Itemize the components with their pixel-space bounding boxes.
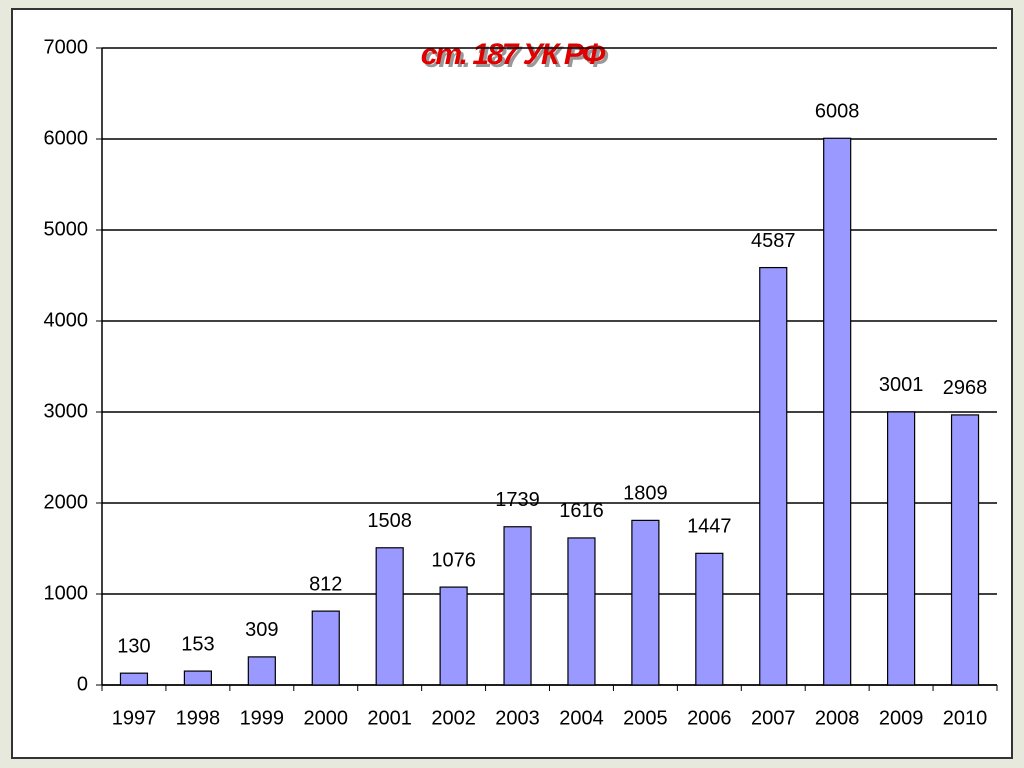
value-label: 1076 <box>431 549 476 571</box>
chart-title: ст. 187 УК РФ <box>421 38 606 71</box>
bar <box>119 672 149 686</box>
y-tick-label: 7000 <box>44 36 89 58</box>
y-tick-label: 3000 <box>44 400 89 422</box>
x-tick-label: 2009 <box>879 707 924 729</box>
x-tick-label: 2002 <box>431 707 476 729</box>
bar <box>759 266 788 686</box>
value-label: 3001 <box>879 374 924 396</box>
value-label: 2968 <box>943 377 988 399</box>
x-tick-label: 2007 <box>751 707 796 729</box>
y-tick-label: 4000 <box>44 309 89 331</box>
bar <box>631 519 660 686</box>
bar <box>695 552 724 686</box>
value-label: 1739 <box>495 489 540 511</box>
x-tick-label: 1997 <box>112 707 157 729</box>
value-label: 1616 <box>559 500 604 522</box>
bar <box>375 547 404 686</box>
value-label: 6008 <box>815 101 860 123</box>
x-tick-label: 1999 <box>240 707 285 729</box>
bar <box>503 526 532 686</box>
y-tick-label: 2000 <box>44 491 89 513</box>
bar <box>311 610 340 686</box>
x-tick-label: 2005 <box>623 707 668 729</box>
value-label: 1447 <box>687 516 732 538</box>
bar <box>439 586 468 686</box>
x-tick-label: 2001 <box>367 707 412 729</box>
bar <box>567 537 596 686</box>
value-label: 153 <box>181 633 214 655</box>
x-tick-label: 2004 <box>559 707 604 729</box>
x-tick-label: 2000 <box>304 707 349 729</box>
bar <box>247 656 276 686</box>
value-label: 309 <box>245 619 278 641</box>
x-tick-label: 2010 <box>943 707 988 729</box>
chart-title-shadow: ст. 187 УК РФ <box>424 41 609 74</box>
y-tick-label: 0 <box>77 673 88 695</box>
y-tick-label: 1000 <box>44 582 89 604</box>
bar <box>887 411 916 686</box>
bar <box>183 670 212 686</box>
value-label: 130 <box>117 635 150 657</box>
y-tick-label: 6000 <box>44 127 89 149</box>
x-tick-label: 2008 <box>815 707 860 729</box>
y-tick-label: 5000 <box>44 218 89 240</box>
bar <box>950 414 980 686</box>
value-label: 812 <box>309 573 342 595</box>
x-tick-label: 2003 <box>495 707 540 729</box>
x-tick-label: 2006 <box>687 707 732 729</box>
value-label: 1508 <box>367 510 412 532</box>
value-label: 1809 <box>623 483 668 505</box>
x-tick-label: 1998 <box>176 707 221 729</box>
bar <box>823 137 852 686</box>
value-label: 4587 <box>751 230 796 252</box>
